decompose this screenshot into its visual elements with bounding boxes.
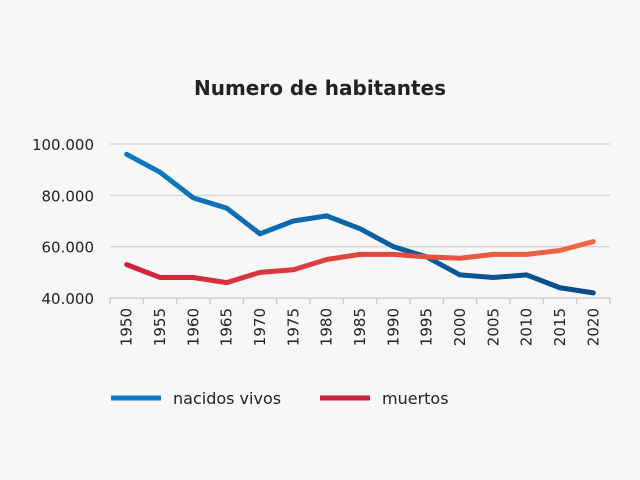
series-lines <box>124 151 596 296</box>
x-tick-label: 2020 <box>584 308 602 346</box>
y-tick-label: 80.000 <box>42 187 95 205</box>
series-line-nacidos-vivos <box>124 151 596 296</box>
x-tick-label: 2015 <box>551 308 569 346</box>
legend: nacidos vivos muertos <box>111 389 449 408</box>
x-tick-label: 1980 <box>318 308 336 346</box>
x-tick-label: 2010 <box>518 308 536 346</box>
x-tick-label: 1955 <box>151 308 169 346</box>
x-tick-label: 1990 <box>384 308 402 346</box>
x-tick-label: 1985 <box>351 308 369 346</box>
x-tick-label: 1975 <box>284 308 302 346</box>
x-tick-label: 1995 <box>418 308 436 346</box>
legend-label: muertos <box>382 389 449 408</box>
x-tick-label: 1950 <box>118 308 136 346</box>
y-axis-ticks: 40.000 60.000 80.000 100.000 <box>32 136 94 308</box>
x-axis: 1950 1955 1960 1965 1970 1975 1980 1985 1990 1995… <box>109 297 611 346</box>
y-tick-label: 40.000 <box>42 290 95 308</box>
x-tick-label: 1965 <box>218 308 236 346</box>
x-tick-label: 2005 <box>484 308 502 346</box>
y-tick-label: 60.000 <box>42 239 95 257</box>
x-tick-label: 2000 <box>451 308 469 346</box>
x-tick-label: 1970 <box>251 308 269 346</box>
series-line-muertos <box>124 239 596 286</box>
chart-title: Numero de habitantes <box>194 76 446 100</box>
legend-label: nacidos vivos <box>173 389 281 408</box>
y-tick-label: 100.000 <box>32 136 94 154</box>
x-tick-label: 1960 <box>184 308 202 346</box>
